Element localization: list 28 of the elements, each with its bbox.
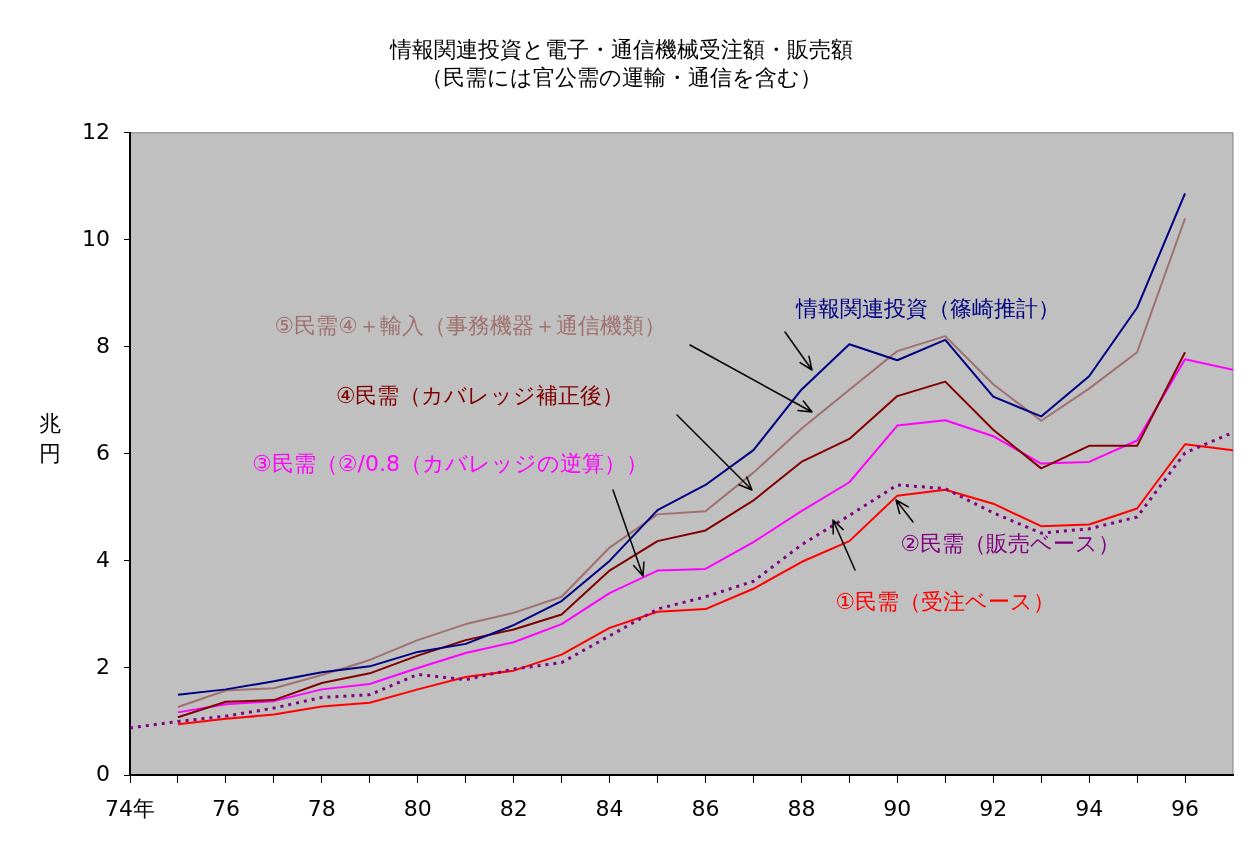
x-tick-label: 78 <box>307 795 336 821</box>
y-tick-label: 6 <box>96 439 110 465</box>
x-tick-label: 82 <box>499 795 528 821</box>
x-tick-label: 76 <box>211 795 240 821</box>
series-label: 情報関連投資（篠崎推計） <box>795 295 1060 321</box>
x-tick-label: 84 <box>595 795 624 821</box>
text: ③民需（②/0.8（カバレッジの逆算）） <box>252 450 648 476</box>
chart-title: 情報関連投資と電子・通信機械受注額・販売額 <box>389 36 853 62</box>
y-tick-label: 8 <box>96 332 110 358</box>
x-tick-label: 80 <box>403 795 432 821</box>
x-tick-label: 86 <box>691 795 720 821</box>
y-tick-label: 0 <box>96 760 110 786</box>
y-tick-label: 12 <box>82 118 110 144</box>
x-tick-label: 94 <box>1075 795 1104 821</box>
x-tick-label: 92 <box>979 795 1008 821</box>
text: ④民需（カバレッジ補正後） <box>335 382 625 408</box>
x-tick-label: 88 <box>787 795 816 821</box>
chart-subtitle: （民需には官公需の運輸・通信を含む） <box>421 65 822 91</box>
series-label: ②民需（販売ベース） <box>900 530 1120 556</box>
series-label: ①民需（受注ベース） <box>835 588 1055 614</box>
text: ⑤民需④＋輸入（事務機器＋通信機類） <box>274 312 666 338</box>
y-axis-title: 兆円 <box>39 410 61 466</box>
x-tick-label: 90 <box>883 795 912 821</box>
y-tick-label: 2 <box>96 653 110 679</box>
x-tick-label: 96 <box>1171 795 1200 821</box>
x-tick-label: 74年 <box>105 795 155 821</box>
y-tick-label: 10 <box>82 225 110 251</box>
y-tick-label: 4 <box>96 546 110 572</box>
